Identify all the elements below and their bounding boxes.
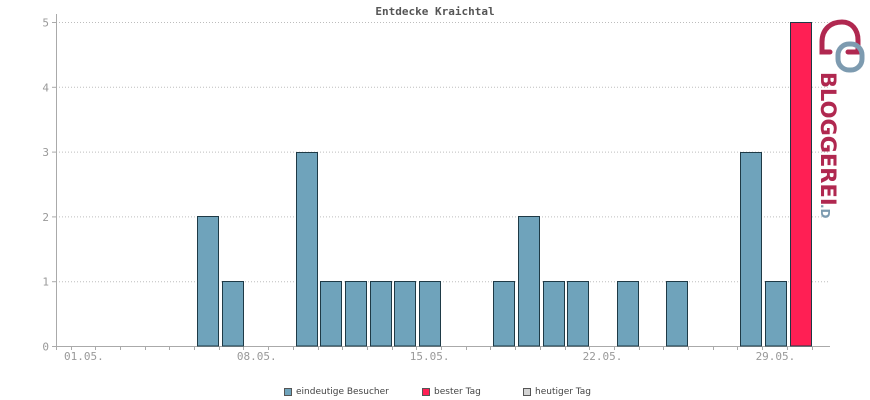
legend-label: bester Tag — [434, 387, 481, 397]
bar — [222, 281, 244, 347]
y-tick-label: 5 — [42, 17, 49, 30]
y-tick-label: 2 — [42, 211, 49, 224]
x-tick-label: 01.05. — [64, 350, 104, 363]
bar — [320, 281, 342, 347]
bar — [493, 281, 515, 347]
bar — [419, 281, 441, 347]
legend-item-heutiger-tag: heutiger Tag — [523, 386, 591, 398]
brand-suffix: .DE — [818, 204, 832, 218]
bar — [740, 152, 762, 347]
x-tick-label: 15.05. — [410, 350, 450, 363]
bar — [543, 281, 565, 347]
legend-swatch — [284, 388, 292, 396]
y-tick-label: 3 — [42, 146, 49, 159]
legend-swatch — [523, 388, 531, 396]
chart-title: Entdecke Kraichtal — [375, 5, 495, 18]
x-tick-label: 22.05. — [583, 350, 623, 363]
bloggerei-logo: BLOGGEREI .DE — [812, 18, 870, 227]
bar-best-day — [790, 22, 812, 347]
bar — [296, 152, 318, 347]
brand-name: BLOGGEREI — [816, 72, 840, 206]
bloggerei-logo-mark: BLOGGEREI .DE — [816, 19, 865, 227]
bar — [197, 216, 219, 347]
legend-item-eindeutige-besucher: eindeutige Besucher — [284, 386, 389, 398]
y-tick-label: 4 — [42, 81, 49, 94]
bar — [666, 281, 688, 347]
legend-label: eindeutige Besucher — [296, 387, 389, 397]
y-tick-label: 1 — [42, 276, 49, 289]
legend: eindeutige Besucher bester Tag heutiger … — [0, 386, 870, 400]
bar — [567, 281, 589, 347]
y-tick-label: 0 — [42, 341, 49, 354]
bar — [518, 216, 540, 347]
bar — [370, 281, 392, 347]
bar — [345, 281, 367, 347]
bar — [394, 281, 416, 347]
bar — [765, 281, 787, 347]
legend-label: heutiger Tag — [535, 387, 592, 397]
legend-swatch — [422, 388, 430, 396]
x-tick-label: 29.05. — [756, 350, 796, 363]
x-tick-label: 08.05. — [237, 350, 277, 363]
bar — [617, 281, 639, 347]
legend-item-bester-tag: bester Tag — [422, 386, 481, 398]
